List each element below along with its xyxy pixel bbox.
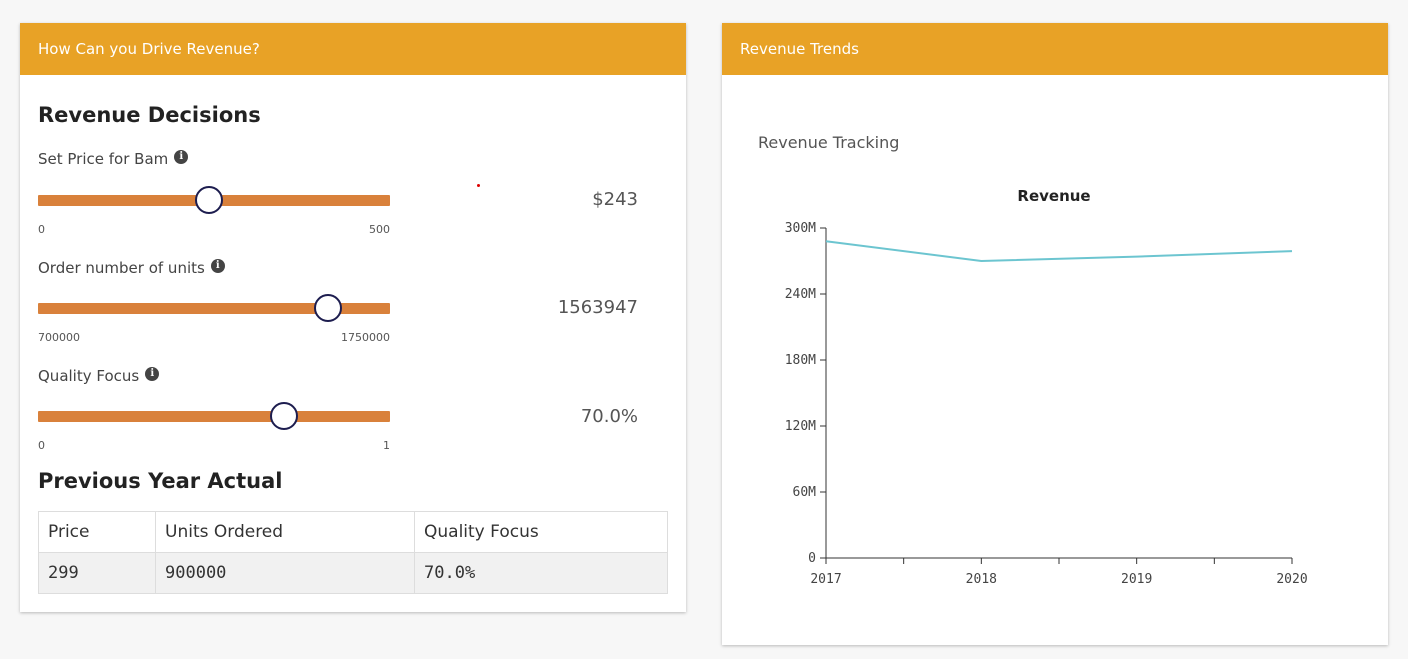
drivers-card-header: How Can you Drive Revenue?: [20, 23, 686, 75]
revenue-trends-card: Revenue Trends Revenue Tracking Revenue …: [722, 23, 1388, 645]
units-slider-min: 700000: [38, 331, 80, 344]
units-slider-track[interactable]: [38, 294, 390, 322]
quality-slider-label-text: Quality Focus: [38, 367, 140, 385]
price-slider-min: 0: [38, 223, 45, 236]
y-tick-label: 60M: [793, 485, 817, 500]
units-slider-max: 1750000: [341, 331, 390, 344]
table-header-row: Price Units Ordered Quality Focus: [38, 511, 668, 553]
y-tick-label: 180M: [785, 353, 816, 368]
revenue-line-chart: Revenue 0 60M 120M 180M 240M 300M 2017 2018 2019…: [785, 187, 1308, 587]
chart-title: Revenue: [1017, 187, 1090, 205]
units-slider-label-text: Order number of units: [38, 259, 205, 277]
x-tick-label: 2019: [1121, 572, 1152, 587]
price-value: $243: [592, 189, 638, 210]
price-slider-label: Set Price for Bam i: [38, 150, 189, 168]
stray-dot: [477, 184, 480, 187]
quality-slider-thumb[interactable]: [270, 402, 299, 430]
quality-slider-min: 0: [38, 439, 45, 452]
previous-year-title: Previous Year Actual: [38, 469, 283, 493]
quality-slider-max: 1: [383, 439, 390, 452]
table-row: 299 900000 70.0%: [38, 552, 668, 594]
price-slider-track[interactable]: [38, 186, 390, 214]
x-tick-label: 2020: [1276, 572, 1307, 587]
y-tick-label: 240M: [785, 287, 816, 302]
units-slider-label: Order number of units i: [38, 259, 225, 277]
x-tick-label: 2018: [966, 572, 997, 587]
y-tick-label: 120M: [785, 419, 816, 434]
revenue-drivers-card: How Can you Drive Revenue? Revenue Decis…: [20, 23, 686, 612]
revenue-series-line: [825, 240, 1293, 263]
table-cell-quality: 70.0%: [414, 552, 668, 594]
info-icon[interactable]: i: [174, 150, 189, 164]
price-slider-max: 500: [369, 223, 390, 236]
table-header-quality: Quality Focus: [414, 511, 668, 553]
price-slider-thumb[interactable]: [195, 186, 224, 214]
price-slider-label-text: Set Price for Bam: [38, 150, 169, 168]
table-cell-units: 900000: [155, 552, 415, 594]
table-cell-price: 299: [38, 552, 156, 594]
revenue-tracking-subtitle: Revenue Tracking: [758, 133, 900, 152]
quality-slider-label: Quality Focus i: [38, 367, 160, 385]
y-tick-label: 300M: [785, 221, 816, 236]
revenue-decisions-title: Revenue Decisions: [38, 103, 261, 127]
trends-card-header: Revenue Trends: [722, 23, 1388, 75]
info-icon[interactable]: i: [210, 259, 225, 273]
units-slider-thumb[interactable]: [313, 294, 342, 322]
y-tick-label: 0: [808, 551, 816, 566]
previous-year-table: Price Units Ordered Quality Focus 299 90…: [38, 511, 668, 594]
quality-value: 70.0%: [580, 406, 638, 427]
table-header-units: Units Ordered: [155, 511, 415, 553]
units-value: 1563947: [557, 297, 638, 318]
info-icon[interactable]: i: [145, 367, 160, 381]
x-tick-label: 2017: [810, 572, 841, 587]
table-header-price: Price: [38, 511, 156, 553]
quality-slider-track[interactable]: [38, 402, 390, 430]
